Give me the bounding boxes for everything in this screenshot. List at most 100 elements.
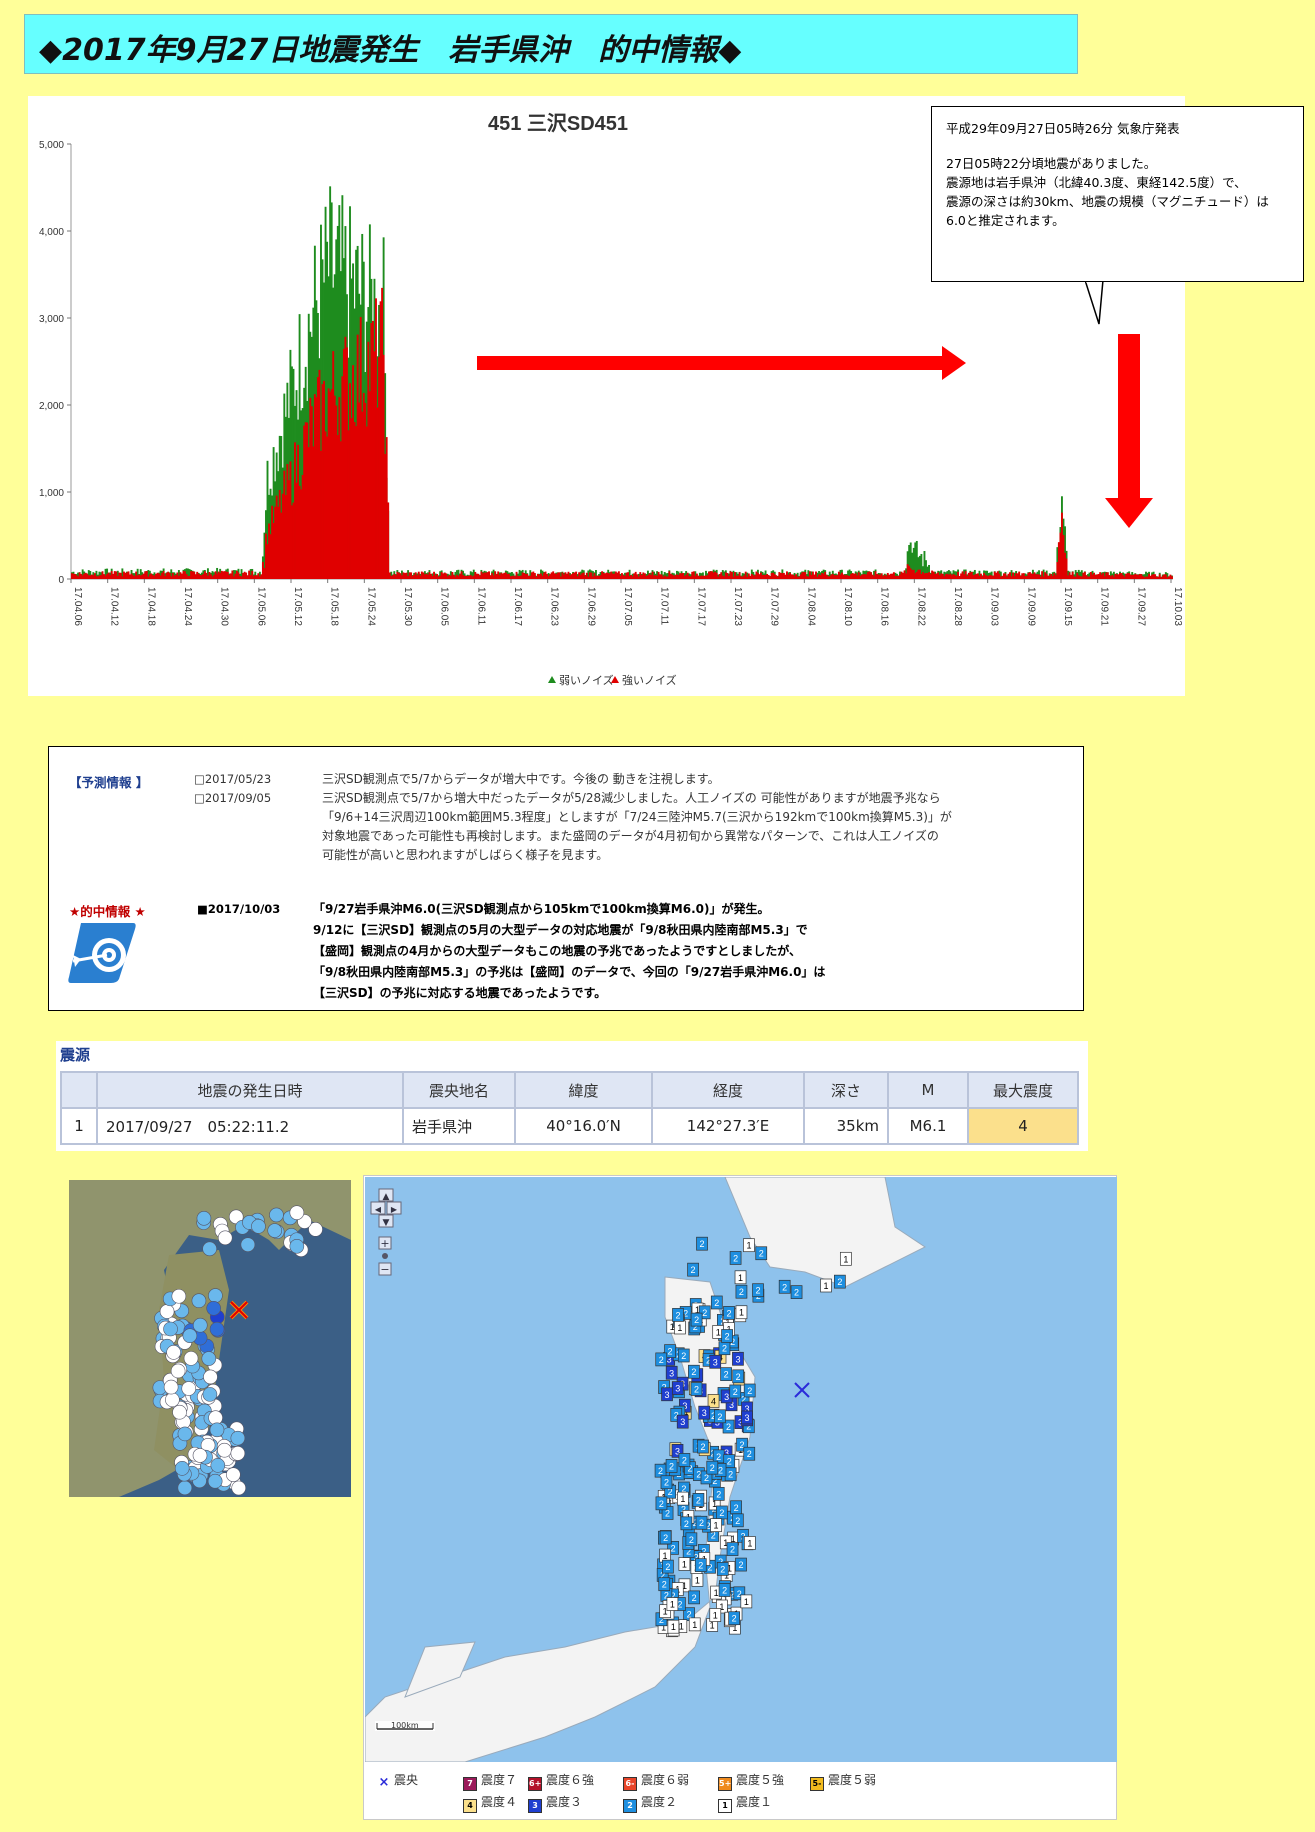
series-bar xyxy=(941,573,944,579)
series-bar xyxy=(213,574,215,579)
series-bar xyxy=(811,571,814,579)
series-bar xyxy=(810,574,813,579)
series-bar xyxy=(199,575,202,579)
series-bar xyxy=(807,570,810,579)
pan-left-button[interactable] xyxy=(370,1201,386,1215)
series-bar xyxy=(394,575,397,579)
series-bar xyxy=(332,351,335,579)
pan-right-button[interactable] xyxy=(386,1201,402,1215)
series-bar xyxy=(660,574,663,579)
legend-item: 4 震度４ xyxy=(463,1793,517,1813)
series-bar xyxy=(1160,577,1163,579)
series-bar xyxy=(787,574,790,579)
max-intensity: 4 xyxy=(967,1107,1079,1145)
series-bar xyxy=(456,574,458,579)
column-header: 緯度 xyxy=(514,1071,653,1109)
series-bar xyxy=(691,571,694,579)
series-bar xyxy=(84,572,87,579)
zoom-slider-handle[interactable] xyxy=(382,1253,388,1259)
intensity-marker-label: 2 xyxy=(687,1464,692,1474)
series-bar xyxy=(449,575,452,579)
x-tick-label: 17.05.24 xyxy=(365,587,376,626)
series-bar xyxy=(112,573,115,579)
intensity-dot xyxy=(192,1448,208,1463)
series-bar xyxy=(1099,572,1102,579)
intensity-marker-label: 2 xyxy=(663,1533,668,1543)
series-bar xyxy=(527,575,530,579)
series-bar xyxy=(595,576,597,579)
series-bar xyxy=(706,575,709,579)
intensity-marker-label: 1 xyxy=(663,1551,668,1561)
callout-line: 27日05時22分頃地震がありました。 xyxy=(946,156,1157,171)
series-bar xyxy=(921,572,924,579)
series-bar xyxy=(873,570,875,579)
series-bar xyxy=(1030,573,1033,579)
series-bar xyxy=(1106,572,1109,579)
series-bar xyxy=(223,571,226,579)
series-bar xyxy=(396,571,399,579)
pan-up-button[interactable] xyxy=(378,1188,394,1202)
series-bar xyxy=(821,573,824,579)
pan-down-button[interactable] xyxy=(378,1214,394,1228)
hit-text: 【三沢SD】の予兆に対応する地震であったようです。 xyxy=(313,986,607,1000)
series-bar xyxy=(865,574,868,579)
series-bar xyxy=(170,576,173,579)
hit-text: 9/12に【三沢SD】観測点の5月の大型データの対応地震が「9/8秋田県内陸南部… xyxy=(313,923,808,937)
series-bar xyxy=(1044,572,1047,579)
zoom-out-button[interactable] xyxy=(378,1262,392,1276)
series-bar xyxy=(735,575,738,579)
series-bar xyxy=(407,570,410,579)
series-bar xyxy=(445,573,448,579)
series-bar xyxy=(515,571,518,579)
series-bar xyxy=(306,422,309,579)
series-bar xyxy=(425,573,428,579)
intensity-marker xyxy=(710,1518,722,1532)
series-bar xyxy=(1128,573,1131,579)
series-bar xyxy=(1138,573,1141,579)
series-bar xyxy=(517,575,520,579)
series-bar xyxy=(1086,576,1089,579)
intensity-marker-label: 3 xyxy=(669,1368,674,1378)
intensity-marker xyxy=(688,1617,701,1632)
callout-line: 平成29年09月27日05時26分 気象庁発表 xyxy=(946,121,1180,136)
series-bar xyxy=(468,575,471,579)
series-bar xyxy=(153,572,156,579)
intensity-marker-label: 2 xyxy=(718,1465,723,1475)
series-bar xyxy=(327,388,330,579)
series-bar xyxy=(590,572,593,579)
series-bar xyxy=(191,571,194,579)
series-bar xyxy=(492,569,495,579)
series-bar xyxy=(680,573,683,579)
zoom-in-button[interactable] xyxy=(378,1236,392,1250)
series-bar xyxy=(466,576,469,579)
epicenter-panel: 震源 地震の発生日時 震央地名 緯度 経度 深さ M 最大震度 1 2017/0… xyxy=(56,1041,1088,1151)
series-bar xyxy=(147,570,150,579)
series-bar xyxy=(465,575,468,579)
intensity-dot xyxy=(240,1237,256,1252)
series-bar xyxy=(231,570,234,579)
x-tick-label: 17.07.11 xyxy=(659,587,670,626)
y-tick-label: 2,000 xyxy=(39,401,64,412)
series-bar xyxy=(184,571,186,579)
intensity-marker-label: 1 xyxy=(713,1611,718,1621)
series-bar xyxy=(792,574,795,579)
series-bar xyxy=(205,572,208,579)
intensity-marker xyxy=(667,1619,680,1634)
series-bar xyxy=(344,336,347,579)
series-bar xyxy=(298,314,301,579)
series-bar xyxy=(918,569,921,579)
series-bar xyxy=(530,572,533,579)
intensity-marker xyxy=(723,1306,735,1320)
series-bar xyxy=(630,575,633,579)
series-bar xyxy=(401,570,403,579)
series-bar xyxy=(151,575,154,579)
series-bar xyxy=(755,571,758,579)
legend-label: 震度６弱 xyxy=(641,1773,690,1787)
callout-pointer xyxy=(1085,280,1104,325)
series-bar xyxy=(1016,573,1019,579)
series-bar xyxy=(663,575,666,579)
intensity-marker xyxy=(658,1577,671,1592)
series-bar xyxy=(1036,574,1039,579)
series-bar xyxy=(355,249,358,579)
intensity-dot xyxy=(206,1300,221,1316)
